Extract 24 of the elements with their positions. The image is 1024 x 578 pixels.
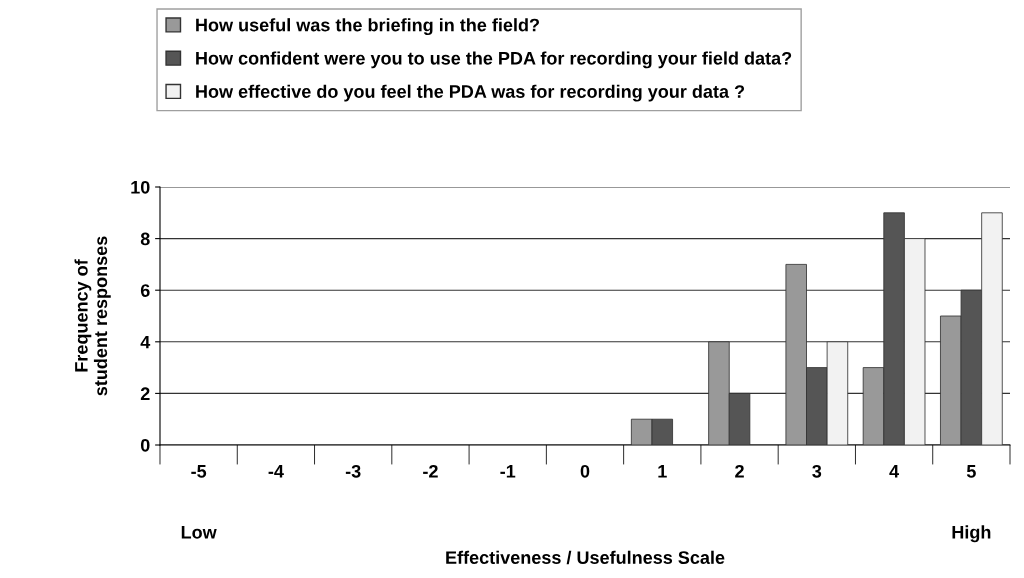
x-tick-label: 4 <box>889 465 900 478</box>
x-tick-label: -1 <box>500 465 516 478</box>
y-tick-label: 0 <box>140 438 150 452</box>
y-axis-title: Frequency of student responses <box>74 236 111 396</box>
x-tick-label: -2 <box>423 464 438 478</box>
legend-label: How confident were you to use the PDA for recording your field data? <box>196 51 792 69</box>
x-tick-label: 2 <box>735 464 744 478</box>
x-axis-title: Effectiveness / Usefulness Scale <box>446 550 725 565</box>
x-tick-label: 5 <box>966 465 976 478</box>
x-tick-label: -4 <box>268 465 284 478</box>
y-tick-label: 8 <box>140 232 150 246</box>
legend-label: How useful was the briefing in the field? <box>196 18 539 36</box>
y-tick-label: 2 <box>140 387 150 400</box>
y-tick-label: 4 <box>140 335 151 349</box>
y-tick-label: 10 <box>131 180 150 194</box>
legend-label: How effective do you feel the PDA was for recording your data ? <box>196 84 745 102</box>
x-tick-label: -5 <box>191 465 207 478</box>
text: High <box>952 525 991 543</box>
x-tick-label: 1 <box>658 465 667 478</box>
x-tick-label: -3 <box>345 464 361 478</box>
x-tick-label: 0 <box>580 464 590 478</box>
x-tick-label: 3 <box>812 464 822 478</box>
y-tick-label: 6 <box>140 284 150 297</box>
text: Low <box>181 526 217 539</box>
